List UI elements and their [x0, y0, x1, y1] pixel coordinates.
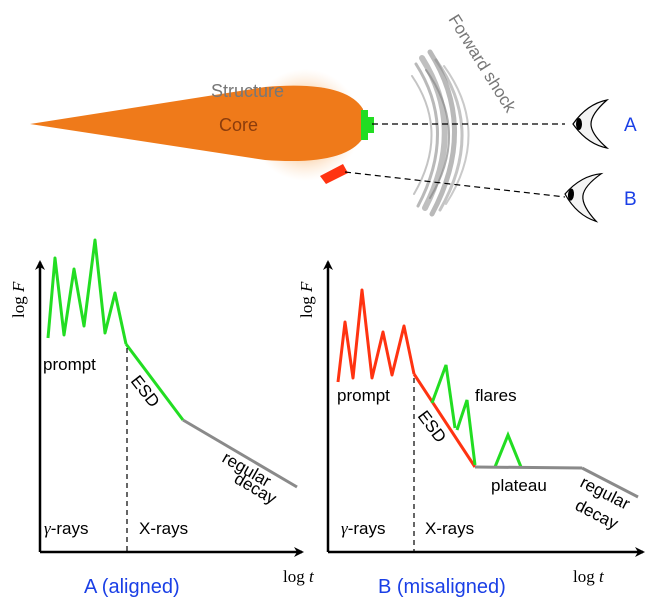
panel-a-xrays-label: X-rays [139, 519, 188, 538]
structure-label: Structure [211, 81, 284, 101]
misaligned-emission-cap [320, 164, 348, 184]
forward-shock [411, 49, 470, 217]
panel-a-regular-decay-segment [182, 418, 298, 489]
panel-b-y-label: log F [297, 281, 316, 318]
observer-b-label: B [624, 189, 637, 210]
panel-b-flare-2 [455, 399, 477, 466]
panel-a-gamma-rays-label: γ-rays [44, 519, 88, 538]
panel-a-esd-label: ESD [127, 372, 164, 411]
panel-b-caption: B (misaligned) [378, 576, 506, 598]
panel-b-prompt-curve [336, 288, 416, 383]
panel-b-regular-decay-segment [581, 466, 639, 499]
panel-a-prompt-label: prompt [43, 355, 96, 374]
panel-b-plateau-label: plateau [491, 476, 547, 495]
panel-a-x-label: log t [283, 567, 315, 586]
panel-a-prompt-curve [46, 238, 128, 345]
panel-b-gamma-rays-label: γ-rays [341, 519, 385, 538]
panel-b-flares-label: flares [475, 386, 517, 405]
panel-b-esd-segment [412, 373, 477, 468]
panel-b-flare-3 [493, 431, 523, 468]
panel-a-esd-segment [124, 343, 185, 421]
panel-a-aligned: log F log t prompt ESD regular decay γ-r… [9, 238, 315, 598]
panel-b-prompt-label: prompt [337, 386, 390, 405]
eye-icon [564, 172, 604, 223]
jet-schematic: Structure Core Forward shock A B [30, 11, 637, 223]
panel-b-misaligned: log F log t prompt flares ESD plateau re… [297, 260, 645, 598]
panel-b-xrays-label: X-rays [425, 519, 474, 538]
panel-a-y-label: log F [9, 281, 28, 318]
line-of-sight-b [344, 171, 566, 198]
core-label: Core [219, 115, 258, 135]
observer-a-label: A [624, 115, 637, 136]
panel-b-x-label: log t [573, 567, 605, 586]
eye-icon [572, 98, 610, 150]
panel-b-esd-label: ESD [414, 407, 450, 446]
panel-b-plateau-segment [474, 465, 583, 470]
jet-core-cone [30, 85, 363, 162]
panel-a-caption: A (aligned) [84, 576, 180, 598]
aligned-emission-cap [361, 110, 374, 140]
panel-b-flare-1 [430, 364, 457, 429]
